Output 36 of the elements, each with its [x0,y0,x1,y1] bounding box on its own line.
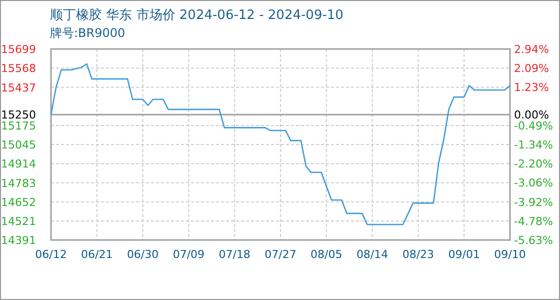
x-tick-label: 08/05 [310,248,342,261]
x-tick-label: 06/21 [81,248,113,261]
y2-tick-label: -2.20% [514,158,553,171]
y-tick-label: 15175 [1,120,36,133]
y-tick-label: 14652 [1,196,36,209]
y2-tick-label: 2.94% [514,43,549,56]
y-tick-label: 14521 [1,215,36,228]
x-tick-label: 08/14 [356,248,388,261]
y2-tick-label: -1.34% [514,138,553,152]
y2-tick-label: 2.09% [514,62,549,75]
x-tick-label: 07/09 [172,248,205,261]
y-tick-label: 14914 [1,158,36,171]
y-tick-label: 15045 [1,138,36,152]
y2-tick-label: 1.23% [514,81,549,94]
y-tick-label: 14391 [1,234,36,247]
x-tick-label: 09/10 [494,248,526,261]
x-tick-label: 06/30 [126,248,159,261]
y2-tick-label: -5.63% [514,234,553,247]
line-series [50,63,511,226]
x-tick-label: 08/23 [402,248,434,261]
y-tick-label: 15437 [1,81,36,94]
chart-subtitle: 牌号:BR9000 [50,26,126,40]
x-tick-label: 09/01 [448,248,480,261]
y-tick-label: 14783 [1,176,36,190]
x-tick-label: 07/18 [218,248,250,261]
y-tick-label: 15699 [1,43,36,56]
y2-tick-label: -3.92% [514,196,553,209]
y-tick-label: 15250 [1,108,36,122]
y2-tick-label: -4.78% [514,215,553,228]
y2-tick-label: -3.06% [514,176,553,190]
chart-title: 顺丁橡胶 华东 市场价 2024-06-12 - 2024-09-10 [50,8,344,23]
y-tick-label: 15568 [1,62,36,76]
y2-tick-label: -0.49% [514,119,553,132]
x-tick-label: 06/12 [35,248,67,261]
x-tick-label: 07/27 [264,248,296,261]
y2-tick-label: 0.00% [514,108,549,122]
